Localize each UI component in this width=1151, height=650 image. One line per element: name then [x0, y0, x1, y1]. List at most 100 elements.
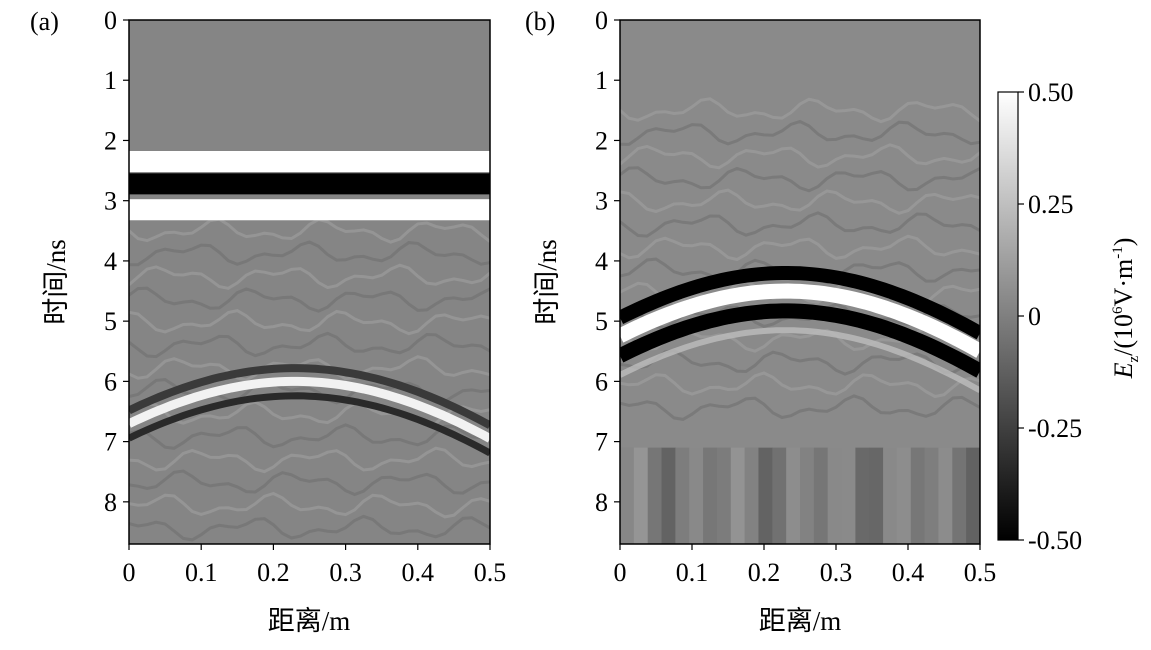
panel-a-x-tick-label: 0: [123, 558, 136, 587]
panel-a: (a) 0 1 2 3 4 5 6 7 8 0 0.1 0.2 0.3 0.4 0.5 距离/m 时间/n…: [30, 6, 506, 636]
panel-b-stripe: [772, 447, 787, 544]
panel-b-stripe: [869, 447, 884, 544]
panel-b-stripe: [675, 447, 690, 544]
panel-a-y-tick-label: 3: [104, 187, 117, 216]
panel-b-label: (b): [525, 7, 555, 36]
panel-a-label: (a): [30, 7, 59, 36]
panel-a-direct-wave: [129, 151, 490, 221]
panel-b-stripe: [620, 447, 635, 544]
panel-b: (b) 0 1 2 3 4 5 6 7 8 0 0.1 0.2 0.3 0.4 0.5 距离/m 时间/n…: [525, 6, 996, 636]
colorbar-ticks: 0.50 0.25 0 -0.25 -0.50: [1018, 78, 1082, 555]
panel-b-clutter-line: [620, 394, 980, 421]
colorbar-tick-label: 0.50: [1028, 78, 1074, 107]
colorbar-tick-label: -0.25: [1028, 414, 1082, 443]
panel-b-stripe: [855, 447, 870, 544]
panel-a-image: [129, 20, 490, 544]
panel-a-x-tick-label: 0.2: [257, 558, 290, 587]
panel-b-stripe: [716, 447, 732, 544]
panel-b-stripe: [689, 447, 704, 544]
panel-a-x-tick-label: 0.4: [402, 558, 435, 587]
panel-b-y-ticks: 0 1 2 3 4 5 6 7 8: [595, 6, 620, 517]
panel-b-clutter-line: [620, 119, 980, 146]
panel-b-stripe: [938, 447, 953, 544]
colorbar-title-superscript: 6: [1110, 306, 1126, 314]
panel-b-y-tick-label: 0: [595, 6, 608, 35]
panel-b-y-tick-label: 7: [595, 428, 608, 457]
panel-a-direct-wave-white-top: [129, 151, 490, 173]
panel-b-stripe: [896, 447, 912, 544]
panel-a-clutter-line: [129, 514, 490, 542]
panel-b-clutter-line: [620, 234, 980, 262]
panel-b-y-tick-label: 3: [595, 187, 608, 216]
colorbar: 0.50 0.25 0 -0.25 -0.50 Ez/(106V·m-1): [997, 78, 1142, 555]
panel-b-y-axis-title: 时间/ns: [532, 239, 562, 325]
panel-a-x-tick-label: 0.3: [329, 558, 362, 587]
panel-a-clutter-line: [129, 355, 490, 382]
panel-b-x-axis-title: 距离/m: [759, 606, 842, 636]
panel-b-stripe: [647, 447, 663, 544]
panel-b-stripe: [758, 447, 773, 544]
panel-a-clutter-line: [129, 331, 490, 359]
panel-b-stripe: [813, 447, 829, 544]
panel-b-y-tick-label: 6: [595, 367, 608, 396]
panel-b-clutter-line: [620, 211, 980, 238]
panel-b-stripe: [661, 447, 676, 544]
panel-b-stripe: [910, 447, 926, 544]
panel-a-y-tick-label: 7: [104, 428, 117, 457]
colorbar-title: Ez/(106V·m-1): [1109, 238, 1142, 380]
panel-a-y-tick-label: 0: [104, 6, 117, 35]
panel-b-x-tick-label: 0.5: [964, 558, 997, 587]
panel-b-clutter-line: [620, 143, 980, 170]
panel-b-stripe: [744, 447, 759, 544]
panel-b-stripe: [786, 447, 801, 544]
panel-b-x-tick-label: 0.3: [820, 558, 853, 587]
panel-b-image: [620, 20, 980, 544]
panel-b-stripe: [827, 447, 843, 544]
panel-a-y-tick-label: 5: [104, 307, 117, 336]
panel-a-y-axis-title: 时间/ns: [41, 239, 71, 325]
panel-b-x-ticks: 0 0.1 0.2 0.3 0.4 0.5: [614, 544, 997, 587]
panel-a-y-tick-label: 2: [104, 126, 117, 155]
colorbar-title-prefix: /(10: [1109, 314, 1138, 356]
panel-a-hyperbola-white: [129, 376, 490, 443]
colorbar-tick-label: -0.50: [1028, 526, 1082, 555]
panel-a-x-tick-label: 0.5: [474, 558, 507, 587]
panel-a-y-tick-label: 6: [104, 367, 117, 396]
panel-a-hyperbola-dark-lower: [129, 392, 490, 457]
panel-b-hyperbola-black-lower: [620, 303, 980, 378]
panel-a-frame: [128, 19, 491, 545]
panel-b-y-tick-label: 2: [595, 126, 608, 155]
panel-a-y-tick-label: 8: [104, 488, 117, 517]
panel-a-hyperbola: [129, 364, 490, 457]
panel-a-direct-wave-white-bottom: [129, 199, 490, 221]
panel-b-y-tick-label: 1: [595, 66, 608, 95]
panel-b-x-tick-label: 0: [614, 558, 627, 587]
panel-b-clutter-line: [620, 97, 980, 124]
colorbar-tick-label: 0.25: [1028, 190, 1074, 219]
panel-b-hyperbola: [620, 266, 980, 394]
panel-b-stripe: [841, 447, 856, 544]
panel-b-frame: [619, 19, 981, 545]
panel-b-y-tick-label: 4: [595, 247, 608, 276]
panel-b-hyperbola-white: [620, 283, 980, 358]
panel-a-clutter-line: [129, 263, 490, 290]
panel-a-clutter-line: [129, 309, 490, 336]
panel-b-stripe: [633, 447, 649, 544]
colorbar-title-unit-exponent: -1: [1110, 246, 1126, 259]
panel-b-stripe: [924, 447, 939, 544]
panel-b-stripe: [952, 447, 967, 544]
colorbar-title-symbol: E: [1109, 362, 1138, 379]
panel-b-clutter-line: [620, 371, 980, 399]
panel-b-x-tick-label: 0.4: [892, 558, 925, 587]
colorbar-title-subscript: z: [1126, 356, 1142, 363]
panel-a-clutter-line: [129, 446, 490, 474]
panel-a-y-ticks: 0 1 2 3 4 5 6 7 8: [104, 6, 129, 517]
panel-a-background: [129, 20, 490, 544]
panel-b-x-tick-label: 0.2: [748, 558, 781, 587]
panel-a-clutter-line: [129, 286, 490, 313]
panel-a-clutter-line: [129, 491, 490, 519]
panel-b-y-tick-label: 8: [595, 488, 608, 517]
panel-a-x-axis-title: 距离/m: [268, 606, 351, 636]
panel-b-hyperbola-black-upper: [620, 266, 980, 340]
